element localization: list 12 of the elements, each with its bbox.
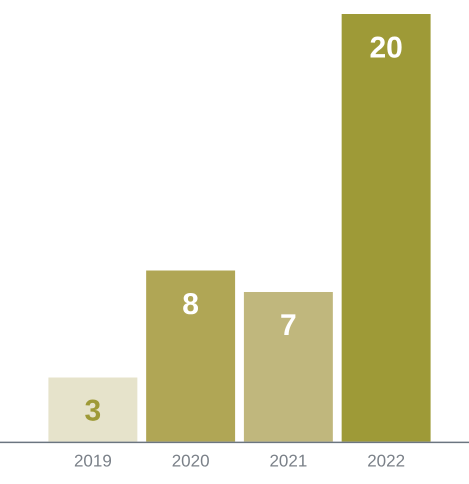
bar <box>146 270 236 442</box>
data-label: 7 <box>280 309 297 342</box>
bar <box>244 292 333 442</box>
x-tick-label: 2020 <box>172 451 210 470</box>
data-label: 8 <box>182 288 199 321</box>
data-label: 20 <box>369 31 403 64</box>
data-label: 3 <box>84 394 102 428</box>
x-tick-label: 2022 <box>367 451 406 470</box>
bar <box>342 14 431 442</box>
x-tick-label: 2019 <box>74 451 112 470</box>
bar <box>48 377 138 442</box>
x-tick-label: 2021 <box>269 451 308 470</box>
